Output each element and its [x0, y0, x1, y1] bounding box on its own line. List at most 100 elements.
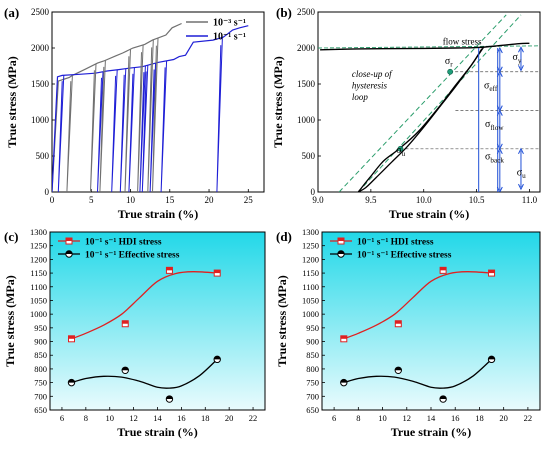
y-tick-label: 950 [34, 323, 47, 333]
annotation: hysteresis [352, 80, 388, 90]
x-tick-label: 10.5 [469, 195, 485, 205]
unloading-loop [90, 63, 97, 192]
annotation: σy [513, 52, 522, 65]
legend-label: 10⁻¹ s⁻¹ HDI stress [357, 238, 434, 248]
unloading-loop [216, 37, 223, 192]
plot-lines [52, 22, 249, 192]
panel-c-label: (c) [4, 229, 18, 244]
annotation: σu [396, 145, 405, 158]
y-tick-label: 900 [306, 337, 319, 347]
x-tick-label: 18 [201, 413, 210, 423]
tangent-line [338, 14, 507, 192]
y-tick-label: 500 [36, 151, 50, 161]
panel-b-chart: 9.0 9.5 10.0 10.5 11.0 0 500 1000 1500 2000 2500 Tr… [271, 7, 541, 221]
y-tick-label: 1000 [297, 115, 316, 125]
unloading-loop [119, 68, 127, 192]
annotation: σr [445, 56, 453, 69]
x-tick-label: 25 [244, 195, 254, 205]
y-tick-label: 700 [306, 391, 319, 401]
y-tick-label: 1250 [302, 241, 319, 251]
x-tick-label: 16 [177, 413, 186, 423]
x-axis-title: True strain (%) [118, 207, 198, 221]
y-tick-label: 800 [34, 364, 47, 374]
y-tick-label: 1200 [302, 254, 319, 264]
data-point-fill [166, 267, 173, 271]
y-tick-label: 1300 [302, 227, 319, 237]
legend-marker-fill [338, 238, 344, 241]
x-tick-label: 14 [153, 413, 162, 423]
x-tick-label: 15 [165, 195, 175, 205]
y-tick-label: 2500 [297, 7, 316, 17]
annotation: flow stress [443, 36, 482, 46]
arrow-head-up [518, 46, 524, 53]
y-tick-label: 1150 [302, 268, 319, 278]
tangent-line [357, 14, 522, 192]
x-tick-label: 10.0 [416, 195, 432, 205]
data-point-fill [122, 367, 129, 371]
y-tick-label: 650 [306, 405, 319, 415]
annotation: close-up of [352, 69, 393, 79]
unloading-loop [111, 69, 118, 192]
x-tick-label: 6 [332, 413, 336, 423]
y-tick-label: 2000 [31, 43, 50, 53]
key-point [447, 68, 454, 75]
unloading-loop [147, 39, 154, 192]
x-tick-label: 12 [403, 413, 412, 423]
y-tick-label: 1000 [30, 309, 47, 319]
unloading-loop [139, 65, 146, 192]
x-tick-label: 10 [378, 413, 387, 423]
legend-label: 10⁻¹ s⁻¹ HDI stress [85, 238, 162, 248]
arrow-head-up [496, 70, 503, 77]
data-point-fill [214, 270, 221, 274]
panel-a-label: (a) [4, 5, 19, 20]
annotation: loop [352, 92, 369, 102]
x-tick-label: 11.0 [522, 195, 538, 205]
arrow-head-down [496, 186, 503, 192]
y-tick-label: 650 [34, 405, 47, 415]
x-tick-label: 8 [356, 413, 360, 423]
panel-a-chart: 0 5 10 15 20 25 0 500 1000 1500 2000 2500 True strai… [5, 7, 265, 221]
x-axis-title: True strain (%) [391, 425, 471, 439]
fit-curve [71, 271, 218, 340]
y-tick-label: 2000 [297, 43, 316, 53]
unloading-loop [149, 62, 157, 192]
x-tick-label: 9.0 [312, 195, 324, 205]
y-tick-label: 1300 [30, 227, 47, 237]
x-tick-label: 6 [60, 413, 64, 423]
series-line [52, 22, 182, 192]
unloading-loop [124, 49, 131, 192]
y-tick-label: 1500 [297, 79, 316, 89]
arrow-head-up [518, 147, 524, 155]
x-tick-label: 0 [50, 195, 55, 205]
hysteresis-reloading [357, 48, 483, 192]
x-tick-label: 20 [499, 413, 508, 423]
flow-curve [320, 42, 530, 51]
y-axis-title: True stress (MPa) [3, 275, 17, 367]
x-tick-label: 9.5 [365, 195, 377, 205]
data-point-fill [395, 367, 402, 371]
fit-curve [71, 358, 218, 389]
x-tick-label: 18 [475, 413, 484, 423]
y-tick-label: 1000 [302, 309, 319, 319]
unloading-loop [99, 60, 106, 192]
y-tick-label: 750 [34, 378, 47, 388]
legend-marker-fill [65, 250, 73, 254]
y-tick-label: 950 [306, 323, 319, 333]
data-point-fill [122, 320, 129, 324]
legend-label: 10⁻³ s⁻¹ [213, 18, 246, 29]
data-point-fill [488, 356, 495, 360]
panel-b-label: (b) [276, 5, 292, 20]
y-tick-label: 1100 [30, 282, 47, 292]
x-axis-title: True strain (%) [389, 207, 469, 221]
x-tick-label: 16 [451, 413, 460, 423]
arrow-head-down [518, 183, 524, 191]
x-tick-label: 10 [105, 413, 114, 423]
y-axis-title: True stress (MPa) [5, 56, 19, 148]
legend-label: 10⁻¹ s⁻¹ [213, 32, 246, 43]
x-tick-label: 12 [129, 413, 138, 423]
unloading-loop [141, 65, 149, 192]
data-point-fill [166, 395, 173, 400]
x-tick-label: 8 [84, 413, 88, 423]
data-point-fill [488, 270, 495, 274]
y-tick-label: 1050 [30, 295, 47, 305]
